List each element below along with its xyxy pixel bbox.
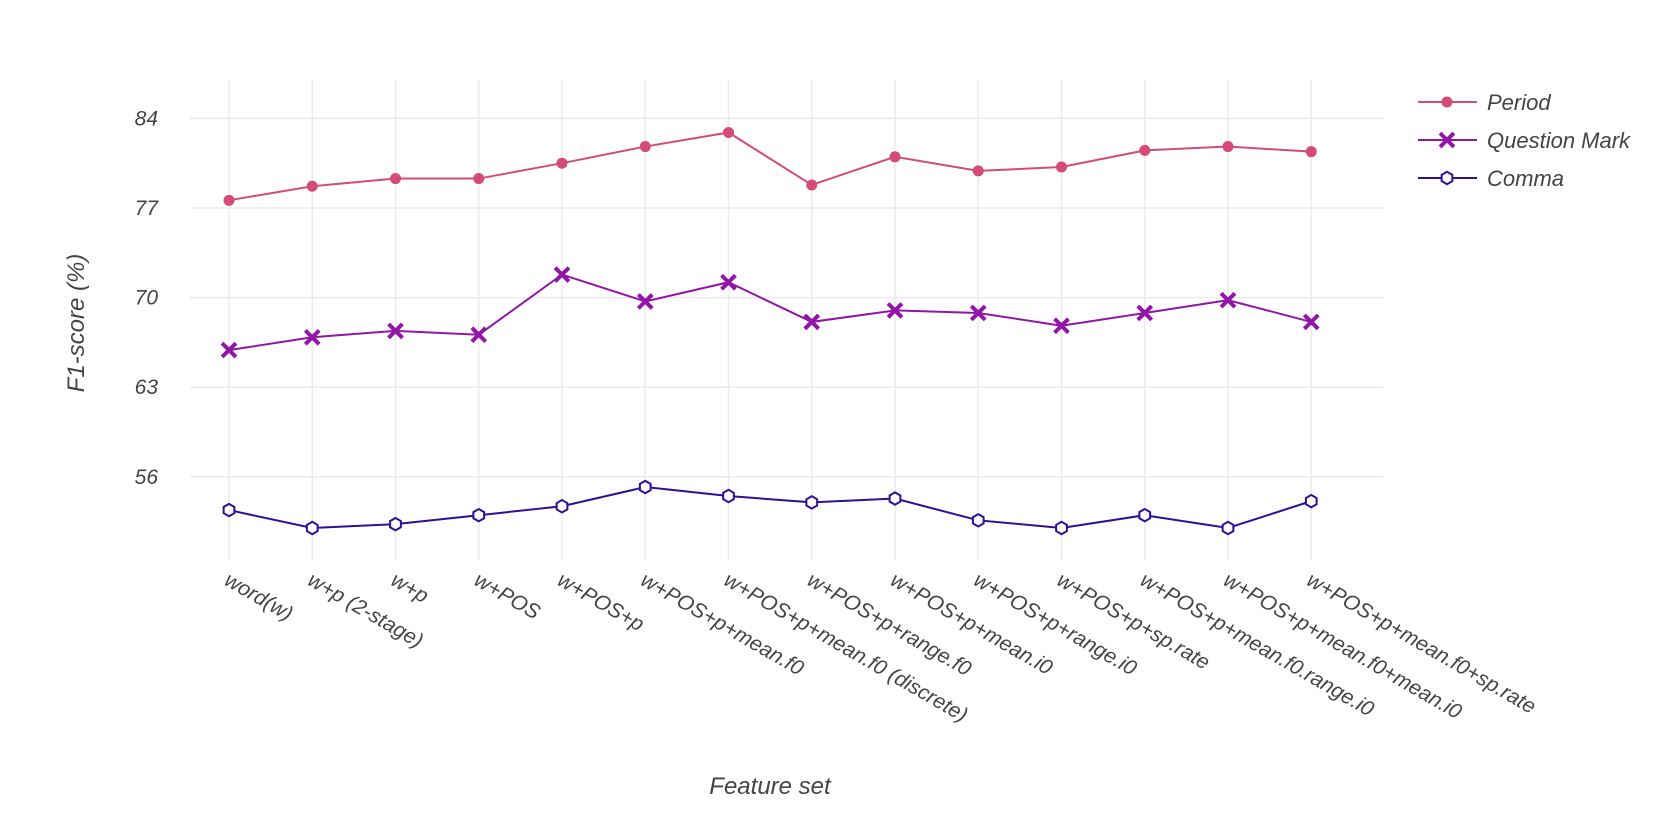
data-point-comma xyxy=(1138,507,1152,523)
data-point-question-mark xyxy=(220,341,238,359)
data-point-comma xyxy=(472,507,486,523)
series-layer xyxy=(220,126,1320,536)
series-question-mark xyxy=(220,266,1320,359)
legend-label: Comma xyxy=(1487,166,1564,191)
series-line-question-mark xyxy=(228,273,1312,352)
series-line-comma xyxy=(228,486,1312,530)
series-period xyxy=(223,126,1317,206)
data-point-period xyxy=(806,179,818,191)
data-point-comma xyxy=(222,502,236,518)
legend-marker xyxy=(1438,131,1456,149)
series-comma xyxy=(222,479,1318,536)
data-point-question-mark xyxy=(1219,291,1237,309)
data-point-question-mark xyxy=(387,322,404,340)
data-point-period xyxy=(639,141,651,153)
data-point-comma xyxy=(305,520,319,536)
data-point-comma xyxy=(722,488,735,504)
legend-marker xyxy=(1440,170,1454,186)
data-point-period xyxy=(1222,141,1234,153)
y-tick-label: 70 xyxy=(135,287,159,310)
data-point-comma xyxy=(1221,520,1235,536)
data-point-question-mark xyxy=(303,328,321,346)
data-point-period xyxy=(390,173,401,185)
data-point-period xyxy=(1305,146,1317,158)
y-axis-title: F1-score (%) xyxy=(63,254,90,393)
data-point-question-mark xyxy=(1053,317,1070,335)
y-tick-label: 56 xyxy=(135,466,159,489)
y-tick-label: 77 xyxy=(135,197,160,220)
data-point-question-mark xyxy=(969,304,987,322)
grid-lines xyxy=(190,80,1383,560)
data-point-comma xyxy=(971,512,985,528)
data-point-period xyxy=(556,157,568,169)
legend-item-question-mark: Question Mark xyxy=(1418,128,1631,153)
legend: Period Question Mark Comma xyxy=(1418,90,1631,191)
data-point-period xyxy=(473,173,485,185)
x-axis-ticks: word(w) w+p (2-stage)w+p w+POS w+POS+pw+POS… xyxy=(221,568,1540,727)
data-point-period xyxy=(723,126,734,138)
y-tick-label: 63 xyxy=(135,376,159,399)
data-point-question-mark xyxy=(636,293,654,310)
legend-marker xyxy=(1441,96,1453,108)
x-axis-title: Feature set xyxy=(709,773,832,800)
data-point-period xyxy=(972,165,984,177)
data-point-question-mark xyxy=(886,302,904,319)
data-point-period xyxy=(1139,144,1151,156)
x-tick-label: word(w) xyxy=(221,568,297,625)
x-tick-label: w+p xyxy=(387,568,432,607)
data-point-question-mark xyxy=(1136,304,1154,322)
data-point-comma xyxy=(805,495,819,510)
data-point-period xyxy=(306,180,318,192)
data-point-period xyxy=(223,194,235,206)
x-tick-label: w+POS xyxy=(470,568,544,624)
legend-label: Period xyxy=(1487,90,1551,115)
legend-label: Question Mark xyxy=(1487,128,1631,153)
data-point-question-mark xyxy=(553,266,571,283)
data-point-comma xyxy=(638,479,652,495)
series-line-period xyxy=(228,131,1312,202)
data-point-period xyxy=(1056,161,1067,173)
data-point-question-mark xyxy=(1302,313,1320,331)
x-tick-label: w+POS+p xyxy=(554,568,648,636)
data-point-question-mark xyxy=(470,326,488,344)
data-point-comma xyxy=(888,491,902,506)
data-point-comma xyxy=(555,498,569,514)
y-tick-label: 84 xyxy=(135,107,158,130)
data-point-period xyxy=(889,151,901,163)
legend-item-comma: Comma xyxy=(1418,166,1564,191)
data-point-comma xyxy=(389,516,402,532)
data-point-comma xyxy=(1055,520,1068,536)
data-point-comma xyxy=(1304,493,1318,509)
legend-item-period: Period xyxy=(1418,90,1551,115)
y-axis-ticks: 56 63 70 77 84 xyxy=(135,107,160,488)
data-point-question-mark xyxy=(720,273,737,291)
data-point-question-mark xyxy=(803,313,821,331)
